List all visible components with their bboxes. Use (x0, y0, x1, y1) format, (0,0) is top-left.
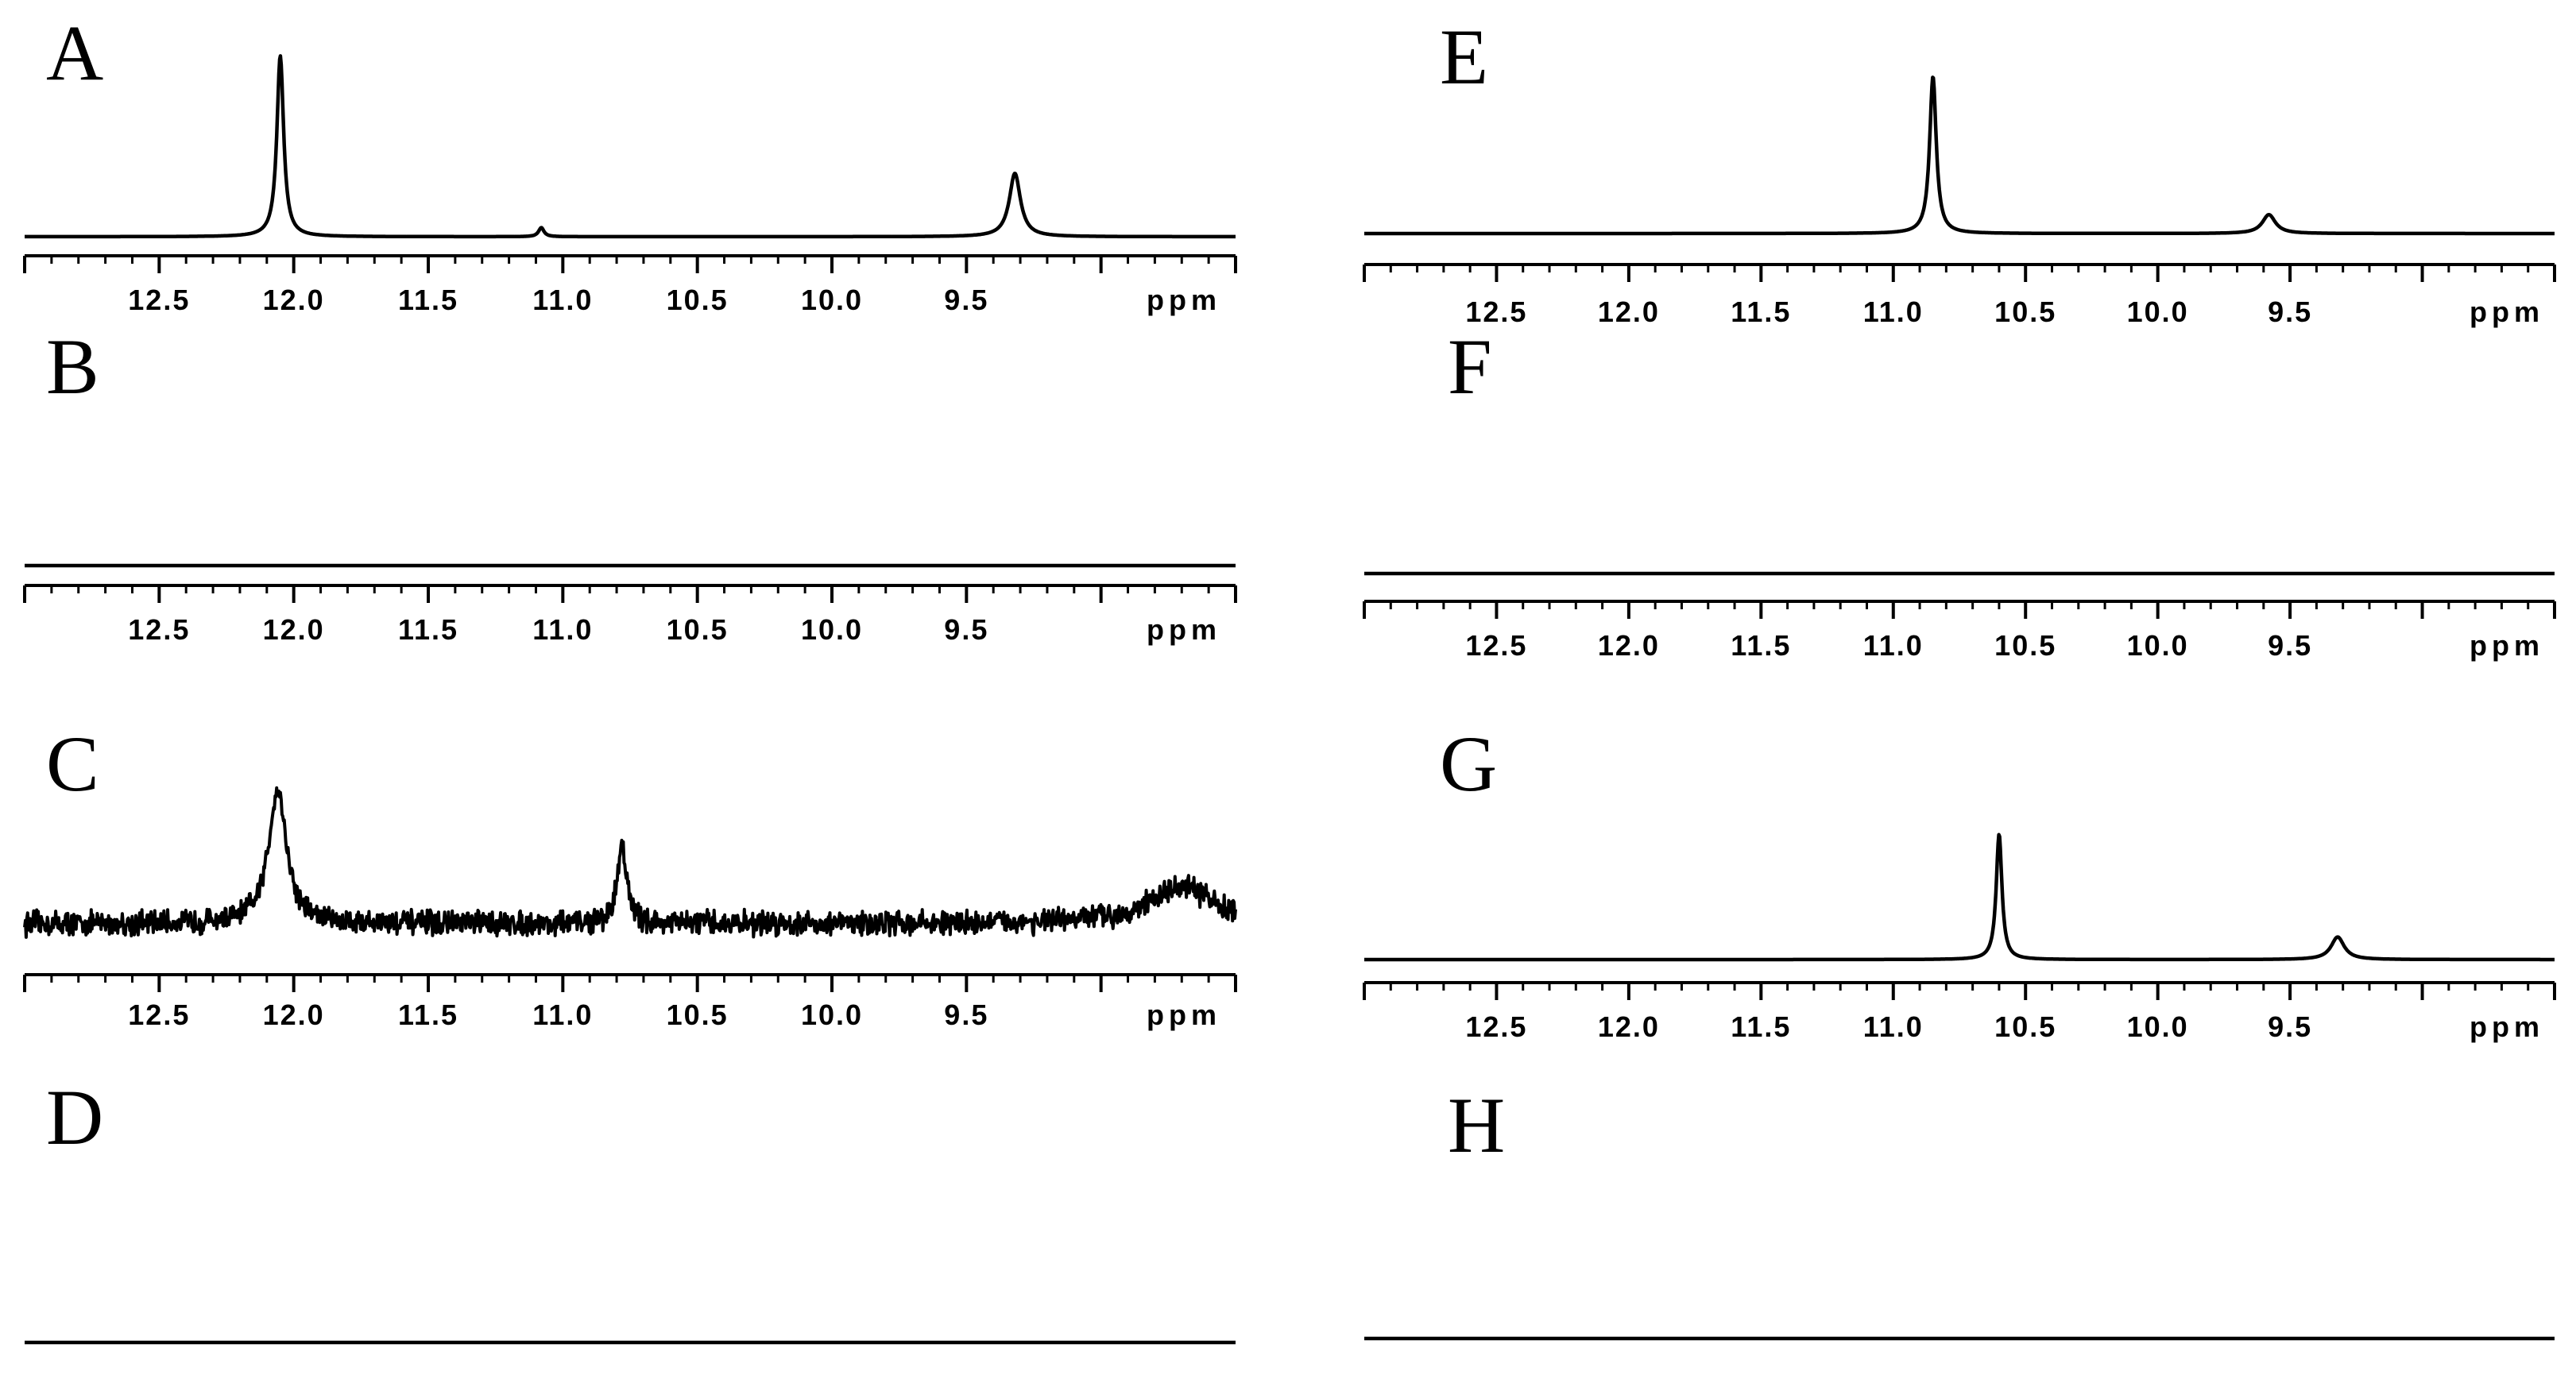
tick-label: 12.5 (128, 999, 190, 1031)
tick-label: 9.5 (2268, 296, 2312, 328)
tick-label: 9.5 (2268, 629, 2312, 662)
tick-label: 11.0 (532, 284, 593, 316)
tick-label: 9.5 (944, 613, 988, 646)
tick-label: 10.0 (2127, 629, 2189, 662)
tick-label: 12.5 (1465, 629, 1527, 662)
spectrum-trace (1363, 75, 2556, 236)
x-axis-unit: ppm (2470, 1010, 2544, 1043)
tick-label: 12.0 (263, 284, 325, 316)
tick-label: 12.0 (263, 999, 325, 1031)
tick-label: 9.5 (944, 999, 988, 1031)
tick-label: 11.0 (1863, 629, 1924, 662)
tick-label: 11.5 (1731, 629, 1791, 662)
tick-label: 10.5 (667, 613, 729, 646)
x-axis-unit: ppm (1147, 284, 1221, 316)
tick-label: 11.5 (1731, 1010, 1791, 1043)
tick-label: 11.0 (1863, 1010, 1924, 1043)
tick-label: 10.0 (2127, 296, 2189, 328)
tick-label: 10.0 (801, 284, 863, 316)
tick-label: 11.5 (1731, 296, 1791, 328)
panel-b: B 12.5 12.0 11.5 11.0 10.5 10.0 9.5 ppm (23, 323, 1237, 646)
tick-label: 10.0 (2127, 1010, 2189, 1043)
x-axis-unit: ppm (1147, 613, 1221, 646)
x-axis-unit: ppm (2470, 296, 2544, 328)
spectrum-trace (23, 54, 1237, 239)
spectrum-trace (1363, 832, 2556, 962)
tick-label: 10.0 (801, 613, 863, 646)
tick-label: 10.5 (1994, 296, 2056, 328)
panel-c: C 12.5 12.0 11.5 11.0 10.5 10.0 9.5 ppm (23, 720, 1237, 1031)
panel-d: D (23, 1073, 1237, 1345)
panel-letter: C (46, 720, 99, 808)
tick-label: 12.5 (128, 613, 190, 646)
tick-label: 12.0 (263, 613, 325, 646)
tick-label: 12.5 (1465, 1010, 1527, 1043)
tick-label: 12.5 (128, 284, 190, 316)
tick-label: 12.0 (1598, 1010, 1660, 1043)
panel-e: E 12.5 12.0 11.5 11.0 10.5 10.0 9.5 ppm (1363, 13, 2556, 328)
panel-h: H (1363, 1081, 2556, 1341)
tick-label: 11.0 (532, 613, 593, 646)
tick-label: 11.5 (398, 284, 458, 316)
tick-label: 10.5 (1994, 1010, 2056, 1043)
panel-a: A 12.5 12.0 11.5 11.0 10.5 10.0 9.5 ppm (23, 9, 1237, 316)
tick-label: 11.5 (398, 999, 458, 1031)
tick-label: 9.5 (944, 284, 988, 316)
panel-letter: F (1448, 323, 1492, 411)
tick-label: 11.5 (398, 613, 458, 646)
spectrum-trace (23, 786, 1237, 939)
tick-label: 10.5 (667, 284, 729, 316)
panel-letter: B (46, 323, 99, 411)
x-axis-unit: ppm (1147, 999, 1221, 1031)
panel-letter: A (46, 9, 103, 97)
tick-label: 10.0 (801, 999, 863, 1031)
tick-label: 12.5 (1465, 296, 1527, 328)
panel-f: F 12.5 12.0 11.5 11.0 10.5 10.0 9.5 ppm (1363, 323, 2556, 662)
panel-g: G 12.5 12.0 11.5 11.0 10.5 10.0 9.5 ppm (1363, 720, 2556, 1043)
x-axis-unit: ppm (2470, 629, 2544, 662)
tick-label: 11.0 (532, 999, 593, 1031)
panel-letter: G (1440, 720, 1497, 808)
panel-letter: E (1440, 13, 1488, 101)
panel-letter: H (1448, 1081, 1505, 1169)
panel-letter: D (46, 1073, 103, 1161)
tick-label: 12.0 (1598, 296, 1660, 328)
tick-label: 10.5 (667, 999, 729, 1031)
tick-label: 10.5 (1994, 629, 2056, 662)
tick-label: 9.5 (2268, 1010, 2312, 1043)
tick-label: 12.0 (1598, 629, 1660, 662)
tick-label: 11.0 (1863, 296, 1924, 328)
